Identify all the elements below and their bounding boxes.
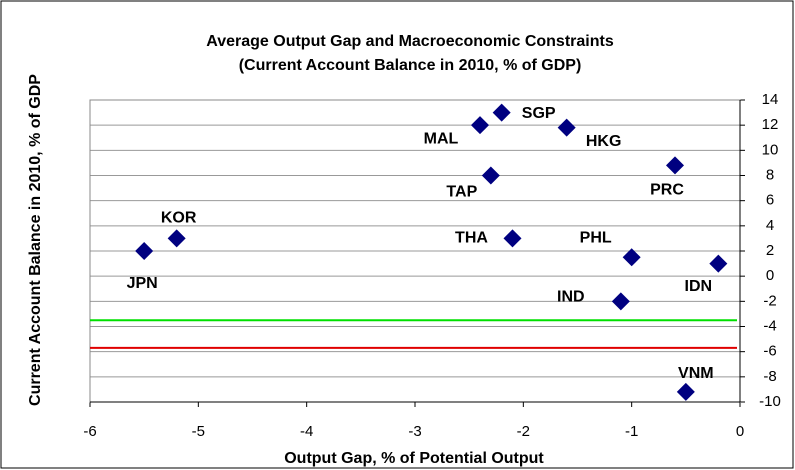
point [666,156,684,175]
x-axis-title: Output Gap, % of Potential Output [284,450,544,467]
point [676,382,695,401]
y-tick-label: 8 [766,166,774,183]
point-label: TAP [446,184,477,201]
y-tick-label: -10 [759,393,781,410]
point [471,116,489,135]
y-tick-label: 6 [766,192,774,209]
x-tick-label: -3 [408,423,421,440]
point-label: PRC [650,182,684,199]
point-label: SGP [522,105,556,122]
x-tick-label: -1 [625,423,638,440]
y-tick-label: 14 [762,91,779,108]
y-tick-label: 2 [766,242,774,259]
point [622,248,641,267]
y-tick-label: -8 [763,368,776,385]
chart-subtitle: (Current Account Balance in 2010, % of G… [239,57,582,74]
y-axis-title: Current Account Balance in 2010, % of GD… [27,74,44,406]
point-label: IDN [685,278,713,295]
y-tick-label: -6 [763,343,776,360]
point [611,292,630,311]
point-label: JPN [127,275,158,292]
point-label: PHL [580,230,612,247]
x-tick-label: -4 [300,423,313,440]
x-tick-label: -6 [83,423,96,440]
y-tick-label: -4 [763,317,776,334]
point-label: MAL [424,130,459,147]
y-tick-label: 4 [766,217,774,234]
y-tick-label: 0 [766,267,774,284]
point [709,254,728,273]
point [135,242,154,260]
point [481,166,500,185]
point-label: VNM [678,365,714,382]
y-tick-label: -2 [763,292,776,309]
x-tick-label: 0 [736,423,744,440]
x-tick-label: -5 [192,423,205,440]
x-tick-label: -2 [517,423,530,440]
y-tick-label: 12 [762,116,779,133]
point-label: KOR [161,210,197,227]
point-label: THA [455,230,488,247]
point [503,229,522,248]
point [557,118,576,137]
point [492,103,511,122]
point [167,229,186,248]
chart-title: Average Output Gap and Macroeconomic Con… [206,33,614,50]
point-label: HKG [586,133,622,150]
y-tick-label: 10 [762,141,779,158]
point-label: IND [557,289,585,306]
